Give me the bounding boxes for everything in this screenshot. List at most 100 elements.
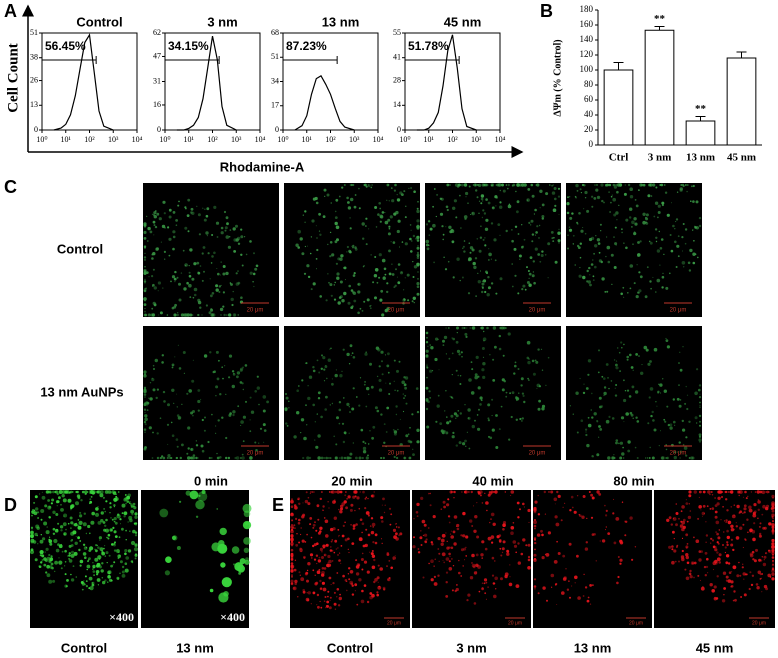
speckle	[477, 184, 478, 185]
speckle	[605, 184, 608, 187]
speckle	[685, 243, 687, 245]
speckle	[305, 246, 306, 247]
speckle	[673, 421, 676, 424]
speckle	[530, 256, 533, 259]
speckle	[349, 411, 351, 413]
speckle	[526, 266, 528, 268]
speckle	[176, 438, 179, 441]
speckle	[532, 233, 534, 235]
speckle	[331, 491, 334, 494]
speckle	[98, 521, 102, 525]
speckle	[529, 278, 530, 279]
speckle	[464, 333, 467, 336]
speckle	[468, 378, 472, 382]
speckle	[177, 205, 179, 207]
speckle	[742, 524, 744, 526]
speckle	[488, 259, 489, 260]
speckle	[750, 531, 751, 532]
speckle	[144, 290, 147, 293]
speckle	[528, 544, 531, 547]
speckle	[667, 345, 670, 348]
speckle	[650, 288, 652, 290]
speckle	[135, 557, 137, 559]
speckle	[363, 447, 366, 450]
speckle	[409, 457, 412, 460]
speckle	[772, 560, 774, 562]
speckle	[70, 574, 72, 576]
x-tick-label: 10²	[447, 135, 458, 144]
speckle	[743, 579, 744, 580]
speckle	[313, 491, 315, 493]
speckle	[509, 564, 510, 565]
speckle	[464, 218, 466, 220]
speckle	[728, 521, 732, 525]
speckle	[707, 505, 709, 507]
speckle	[702, 516, 703, 517]
speckle	[725, 521, 727, 523]
speckle	[295, 544, 298, 547]
speckle	[598, 242, 601, 245]
speckle	[680, 521, 682, 523]
speckle	[53, 528, 56, 531]
speckle	[300, 575, 301, 576]
speckle	[468, 417, 470, 419]
speckle	[135, 534, 137, 536]
speckle	[416, 225, 420, 229]
speckle	[331, 383, 334, 386]
speckle	[448, 261, 450, 263]
speckle	[148, 397, 150, 399]
speckle	[335, 222, 338, 225]
speckle	[585, 197, 586, 198]
speckle	[759, 526, 761, 528]
speckle	[682, 346, 683, 347]
speckle	[645, 217, 647, 219]
speckle	[497, 535, 500, 538]
speckle	[772, 517, 774, 519]
speckle	[337, 257, 340, 260]
x-tick-label: 10⁰	[36, 135, 47, 144]
speckle	[696, 539, 700, 543]
speckle	[621, 416, 624, 419]
speckle	[97, 506, 98, 507]
speckle	[303, 215, 304, 216]
speckle	[491, 282, 493, 284]
speckle	[123, 498, 127, 502]
speckle	[556, 604, 557, 605]
speckle	[79, 514, 82, 517]
speckle	[457, 332, 458, 333]
speckle	[441, 198, 444, 201]
speckle	[725, 498, 727, 500]
speckle	[234, 251, 236, 253]
magnification: ×400	[220, 610, 245, 624]
speckle	[614, 359, 615, 360]
speckle	[561, 519, 563, 521]
speckle	[449, 420, 451, 422]
speckle	[125, 556, 129, 560]
speckle	[305, 363, 306, 364]
speckle	[286, 397, 289, 400]
speckle	[411, 240, 412, 241]
speckle	[444, 336, 447, 339]
speckle	[528, 284, 531, 287]
speckle	[316, 268, 317, 269]
speckle	[649, 280, 651, 282]
speckle	[471, 491, 473, 493]
speckle	[323, 215, 326, 218]
micrograph	[412, 490, 531, 628]
speckle	[230, 282, 232, 284]
speckle	[571, 585, 572, 586]
speckle	[461, 491, 462, 492]
significance: **	[654, 13, 666, 25]
speckle	[417, 293, 420, 296]
speckle	[592, 259, 593, 260]
speckle	[351, 408, 354, 411]
speckle	[201, 314, 202, 315]
speckle	[478, 386, 481, 389]
speckle	[601, 200, 603, 202]
speckle	[700, 580, 701, 581]
speckle	[706, 534, 708, 536]
speckle	[631, 559, 633, 561]
speckle	[411, 230, 412, 231]
speckle	[124, 553, 127, 556]
